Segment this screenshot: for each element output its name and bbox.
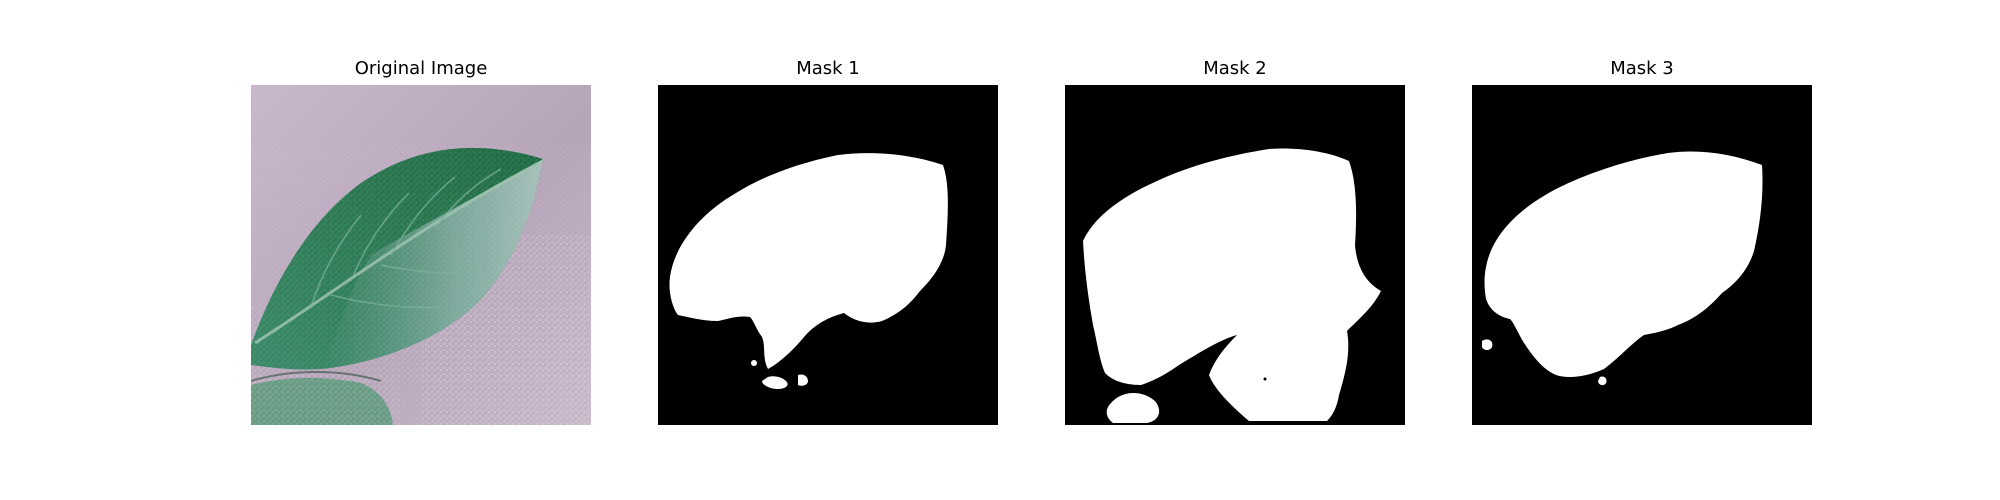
mask-1-region (669, 153, 948, 369)
mask-2-bottom-blob (1106, 392, 1160, 423)
mask-1-blob-b (798, 374, 808, 386)
mask-2-hole (1263, 377, 1267, 381)
panel-title-mask-2: Mask 2 (1203, 58, 1267, 79)
panel-title-mask-3: Mask 3 (1610, 58, 1674, 79)
mask-1-blob-a (762, 376, 788, 389)
mask-2-image (1065, 85, 1405, 425)
reflection-frost (251, 375, 401, 425)
mask-3-image (1472, 85, 1812, 425)
leaf-shadow-edge (251, 371, 382, 382)
mask-2-panel (1065, 85, 1405, 425)
original-image (251, 85, 591, 425)
mask-3-region (1484, 151, 1763, 377)
panel-title-mask-1: Mask 1 (796, 58, 860, 79)
mask-1-panel (658, 85, 998, 425)
mask-1-dot (751, 360, 757, 366)
panel-title-original-image: Original Image (354, 58, 488, 79)
mask-3-left-blob (1482, 339, 1493, 350)
original-image-panel (251, 85, 591, 425)
leaf-veins (310, 168, 502, 309)
mask-3-panel (1472, 85, 1812, 425)
leaf-frost (251, 145, 591, 385)
mask-2-region (1083, 148, 1381, 421)
mask-3-bottom-blob (1598, 376, 1607, 386)
leaf-midrib (254, 161, 540, 345)
mask-1-image (658, 85, 998, 425)
